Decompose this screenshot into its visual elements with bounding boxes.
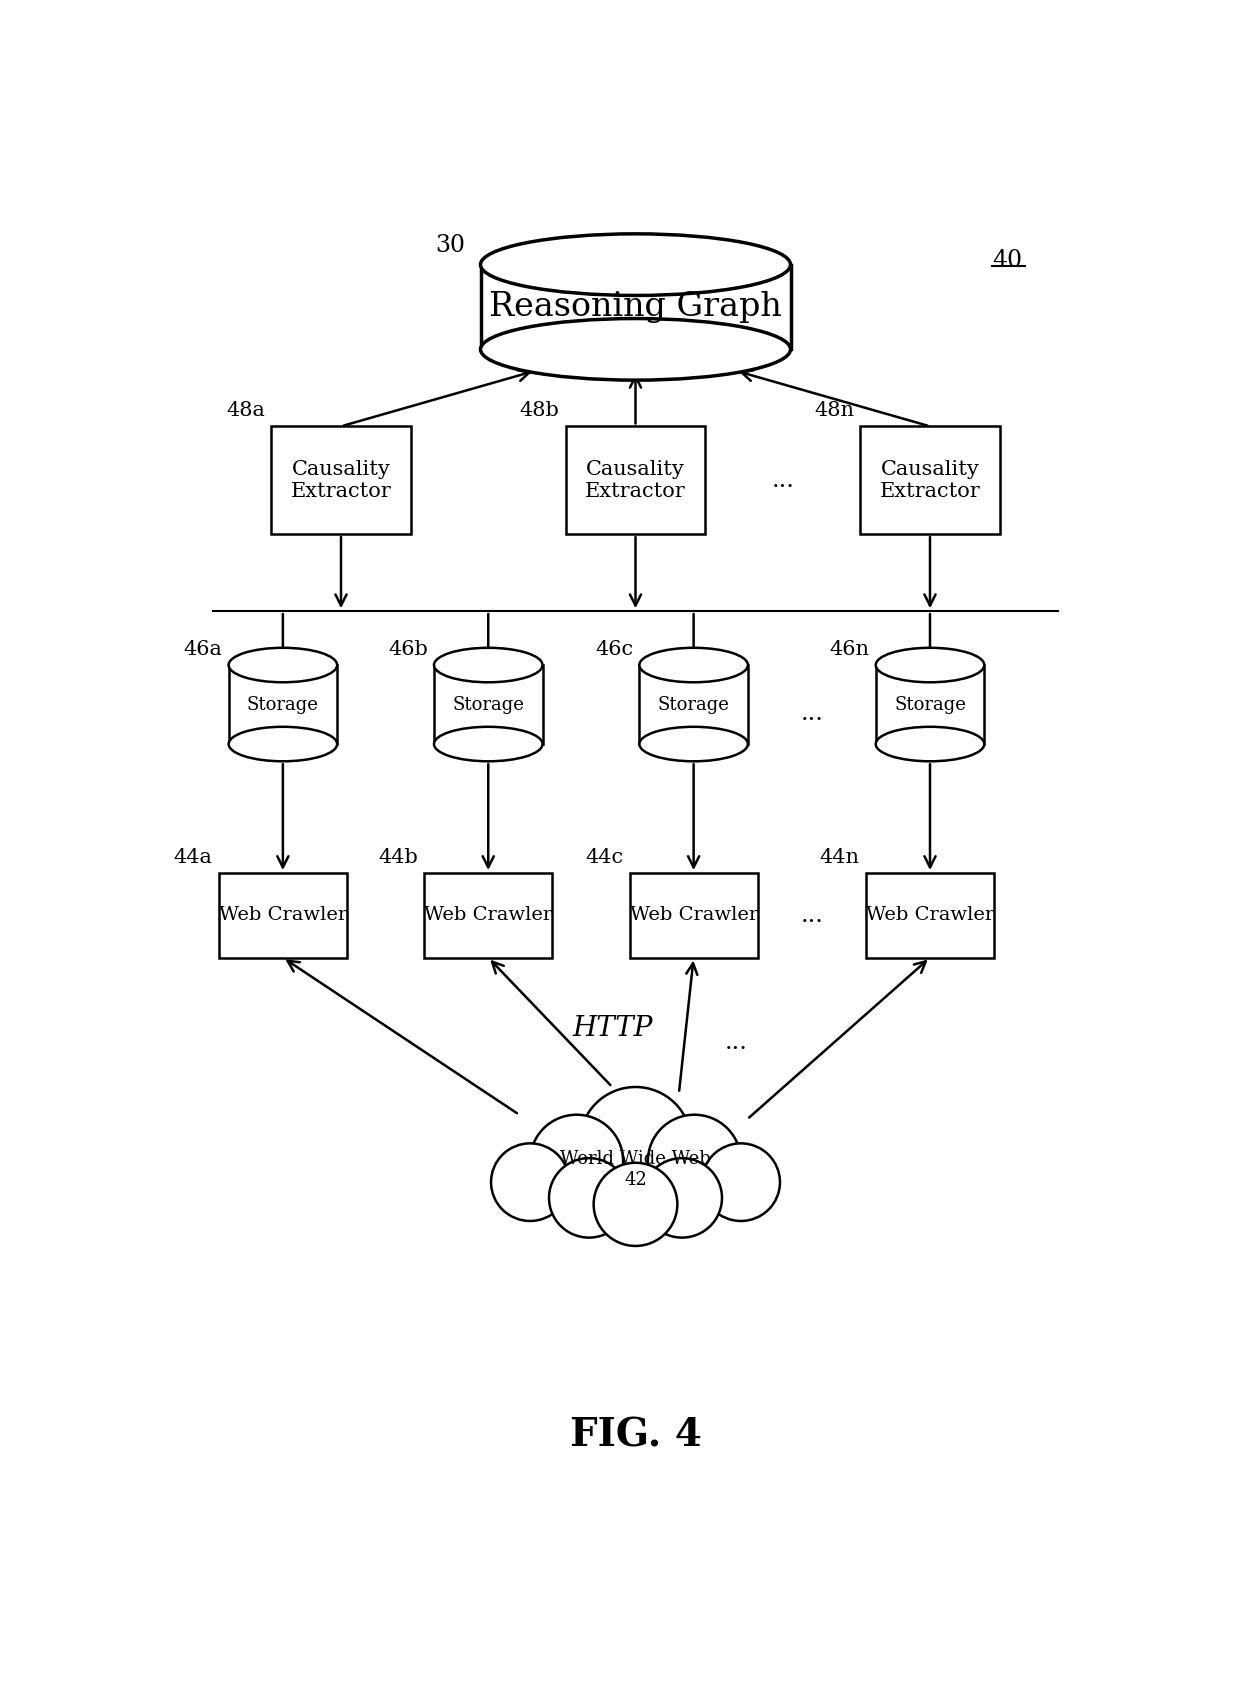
Ellipse shape <box>875 728 985 761</box>
Bar <box>481 264 791 349</box>
Text: Web Crawler: Web Crawler <box>424 907 552 924</box>
Text: Causality
Extractor: Causality Extractor <box>290 460 392 501</box>
Bar <box>272 426 410 535</box>
Text: 48n: 48n <box>813 401 854 420</box>
Text: 44b: 44b <box>378 848 418 866</box>
Bar <box>866 873 994 958</box>
Text: 44c: 44c <box>585 848 624 866</box>
Ellipse shape <box>228 728 337 761</box>
Ellipse shape <box>875 648 985 682</box>
Text: World Wide Web
42: World Wide Web 42 <box>560 1151 711 1189</box>
Bar <box>630 873 758 958</box>
Circle shape <box>531 1115 624 1206</box>
Text: ...: ... <box>800 702 823 724</box>
Text: 46a: 46a <box>184 640 222 658</box>
Text: ...: ... <box>771 469 794 492</box>
Ellipse shape <box>434 648 543 682</box>
Bar <box>219 873 347 958</box>
Text: 48b: 48b <box>520 401 559 420</box>
Text: Web Crawler: Web Crawler <box>218 907 347 924</box>
Bar <box>640 665 748 744</box>
Bar <box>875 665 985 744</box>
Text: Causality
Extractor: Causality Extractor <box>585 460 686 501</box>
Bar <box>434 665 543 744</box>
Bar <box>424 873 552 958</box>
Text: ...: ... <box>725 1030 748 1054</box>
Circle shape <box>702 1144 780 1222</box>
Text: 46b: 46b <box>388 640 428 658</box>
Text: Storage: Storage <box>894 695 966 714</box>
Bar <box>565 426 706 535</box>
Text: Web Crawler: Web Crawler <box>630 907 758 924</box>
Text: 44a: 44a <box>174 848 213 866</box>
Circle shape <box>580 1086 692 1198</box>
Ellipse shape <box>481 233 791 296</box>
Circle shape <box>642 1157 722 1237</box>
Text: 30: 30 <box>435 233 465 257</box>
Ellipse shape <box>228 648 337 682</box>
Ellipse shape <box>434 728 543 761</box>
Ellipse shape <box>640 728 748 761</box>
Text: Storage: Storage <box>247 695 319 714</box>
Text: Storage: Storage <box>657 695 729 714</box>
Text: 46n: 46n <box>830 640 869 658</box>
Text: HTTP: HTTP <box>572 1015 652 1042</box>
Circle shape <box>647 1115 742 1206</box>
Text: Reasoning Graph: Reasoning Graph <box>489 291 782 323</box>
Text: FIG. 4: FIG. 4 <box>569 1416 702 1453</box>
Text: 46c: 46c <box>595 640 634 658</box>
Ellipse shape <box>640 648 748 682</box>
Text: Storage: Storage <box>453 695 525 714</box>
Ellipse shape <box>481 318 791 381</box>
Text: 48a: 48a <box>226 401 265 420</box>
Text: ...: ... <box>800 904 823 927</box>
Text: Causality
Extractor: Causality Extractor <box>879 460 981 501</box>
Text: Web Crawler: Web Crawler <box>866 907 994 924</box>
Text: 40: 40 <box>992 249 1022 272</box>
Bar <box>228 665 337 744</box>
Circle shape <box>549 1157 629 1237</box>
Circle shape <box>491 1144 569 1222</box>
Text: 44n: 44n <box>820 848 859 866</box>
Circle shape <box>594 1162 677 1245</box>
Bar <box>861 426 999 535</box>
